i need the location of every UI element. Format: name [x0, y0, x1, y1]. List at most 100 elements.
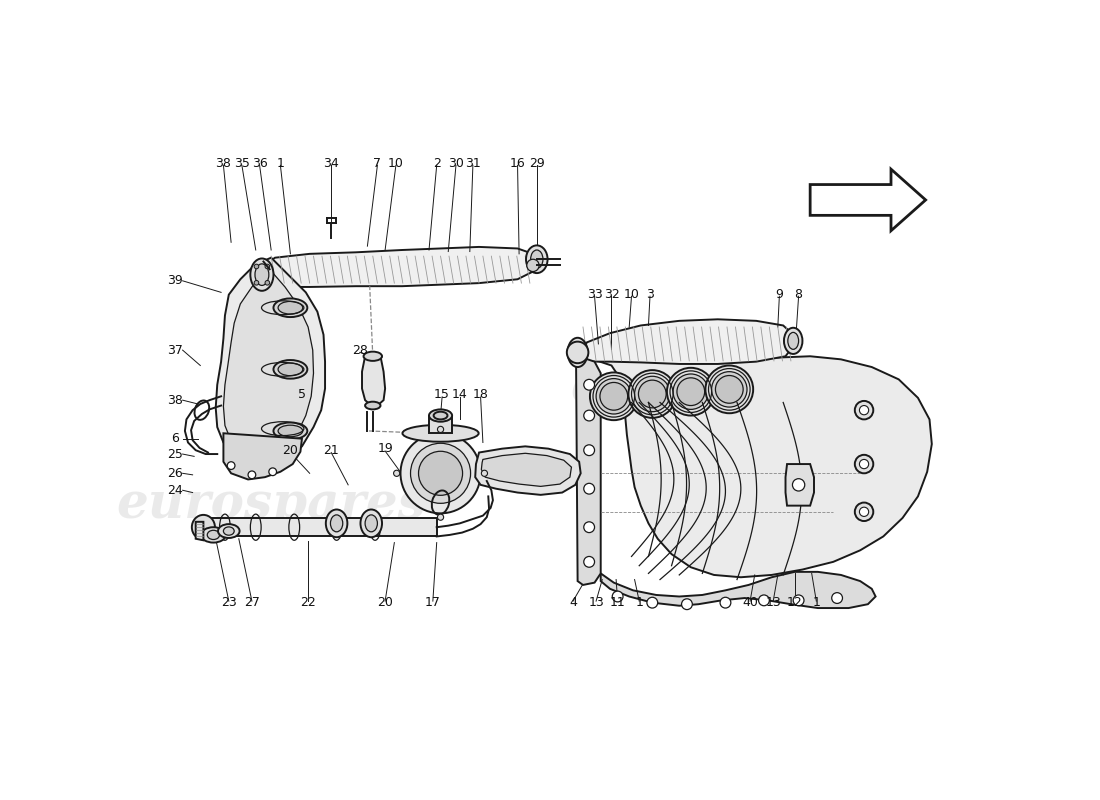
Polygon shape [223, 270, 314, 458]
Polygon shape [482, 454, 572, 486]
Polygon shape [429, 415, 452, 434]
Text: 21: 21 [323, 444, 339, 457]
Ellipse shape [223, 527, 234, 535]
Text: eurospares: eurospares [117, 480, 426, 529]
Ellipse shape [365, 515, 377, 532]
Ellipse shape [274, 422, 307, 439]
Ellipse shape [207, 530, 220, 539]
Text: 4: 4 [569, 596, 576, 609]
Text: 8: 8 [794, 288, 803, 301]
Polygon shape [601, 572, 876, 608]
Ellipse shape [278, 363, 303, 376]
Text: 20: 20 [283, 444, 298, 457]
Text: 26: 26 [167, 467, 183, 480]
Circle shape [265, 264, 269, 269]
Ellipse shape [363, 352, 382, 361]
Ellipse shape [274, 298, 307, 317]
Text: 25: 25 [167, 447, 183, 461]
Ellipse shape [433, 412, 448, 419]
Text: 3: 3 [646, 288, 653, 301]
Text: 24: 24 [167, 484, 183, 497]
Circle shape [566, 342, 588, 363]
Ellipse shape [628, 370, 676, 418]
Text: 7: 7 [373, 158, 382, 170]
Text: 34: 34 [323, 158, 339, 170]
Ellipse shape [788, 332, 799, 350]
Polygon shape [810, 169, 926, 230]
Circle shape [855, 502, 873, 521]
Circle shape [584, 522, 595, 533]
Circle shape [682, 599, 692, 610]
Polygon shape [578, 319, 793, 364]
Text: 33: 33 [586, 288, 603, 301]
Circle shape [254, 264, 258, 269]
Polygon shape [576, 358, 601, 585]
Text: 15: 15 [434, 388, 450, 402]
Circle shape [249, 471, 255, 478]
Ellipse shape [590, 373, 638, 420]
Circle shape [584, 379, 595, 390]
Circle shape [855, 401, 873, 419]
Ellipse shape [667, 368, 715, 415]
Polygon shape [216, 258, 326, 466]
Text: 28: 28 [352, 344, 367, 357]
Text: 38: 38 [167, 394, 183, 406]
Text: 14: 14 [452, 388, 468, 402]
Polygon shape [223, 434, 301, 479]
Text: 9: 9 [776, 288, 783, 301]
Text: 10: 10 [388, 158, 404, 170]
Ellipse shape [596, 378, 631, 414]
Circle shape [482, 470, 487, 476]
Text: 38: 38 [216, 158, 231, 170]
Circle shape [584, 445, 595, 455]
Ellipse shape [526, 246, 548, 273]
Text: 35: 35 [234, 158, 250, 170]
Circle shape [268, 468, 276, 476]
Text: 36: 36 [252, 158, 267, 170]
Ellipse shape [600, 382, 628, 410]
Ellipse shape [330, 515, 343, 532]
Polygon shape [785, 464, 814, 506]
Circle shape [394, 470, 399, 476]
Ellipse shape [255, 264, 268, 286]
Ellipse shape [251, 258, 274, 291]
Text: 27: 27 [244, 596, 260, 609]
Ellipse shape [635, 376, 670, 412]
Circle shape [584, 557, 595, 567]
Ellipse shape [638, 380, 667, 408]
Ellipse shape [715, 375, 744, 403]
Ellipse shape [365, 402, 381, 410]
Ellipse shape [712, 372, 747, 407]
Circle shape [584, 410, 595, 421]
Circle shape [859, 507, 869, 517]
Ellipse shape [673, 374, 708, 410]
Circle shape [859, 459, 869, 469]
Text: 2: 2 [432, 158, 441, 170]
Text: 20: 20 [377, 596, 393, 609]
Text: eurospares: eurospares [571, 364, 880, 413]
Ellipse shape [530, 250, 543, 269]
Circle shape [265, 281, 269, 285]
Circle shape [792, 478, 805, 491]
Ellipse shape [705, 366, 754, 414]
Text: 40: 40 [742, 596, 758, 609]
Text: 17: 17 [425, 596, 441, 609]
Text: 12: 12 [786, 596, 803, 609]
Circle shape [613, 591, 623, 602]
Circle shape [527, 259, 539, 271]
Ellipse shape [191, 515, 214, 539]
Ellipse shape [274, 360, 307, 378]
Ellipse shape [278, 425, 303, 437]
Ellipse shape [403, 425, 478, 442]
Text: 13: 13 [588, 596, 604, 609]
Text: 10: 10 [624, 288, 639, 301]
Ellipse shape [278, 302, 303, 314]
Polygon shape [204, 518, 437, 537]
Circle shape [438, 514, 443, 520]
Circle shape [438, 426, 443, 433]
Ellipse shape [410, 443, 471, 503]
Circle shape [228, 462, 235, 470]
Circle shape [793, 595, 804, 606]
Text: 1: 1 [636, 596, 644, 609]
Polygon shape [475, 446, 581, 495]
